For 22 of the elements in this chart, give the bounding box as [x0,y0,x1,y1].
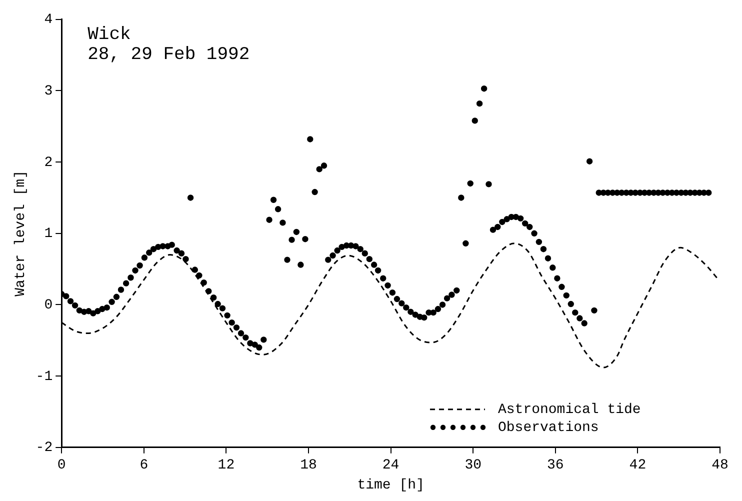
y-tick-label: 4 [44,12,53,28]
x-tick-label: 0 [57,458,66,474]
y-tick-label: 3 [44,83,53,100]
legend-label: Astronomical tide [498,402,641,418]
y-tick-label: 0 [44,297,53,314]
text: 28, 29 Feb 1992 [88,45,250,66]
x-tick-label: 18 [300,458,317,474]
x-tick-label: 6 [140,458,148,474]
y-tick-label: -1 [36,368,53,385]
x-tick-label: 12 [218,458,235,474]
chart-title: Wick [88,25,131,46]
y-tick-label: -2 [36,440,53,456]
y-tick-label: 1 [44,226,53,242]
y-tick-label: 2 [44,154,53,171]
x-tick-label: 24 [382,458,400,474]
legend-label: Observations [498,420,599,436]
y-axis-title: Water level [m] [13,170,30,296]
x-tick-label: 30 [464,458,482,474]
x-tick-label: 48 [712,458,728,474]
x-tick-label: 36 [546,458,564,474]
x-axis-title: time [h] [357,477,424,494]
x-tick-label: 42 [629,458,646,474]
